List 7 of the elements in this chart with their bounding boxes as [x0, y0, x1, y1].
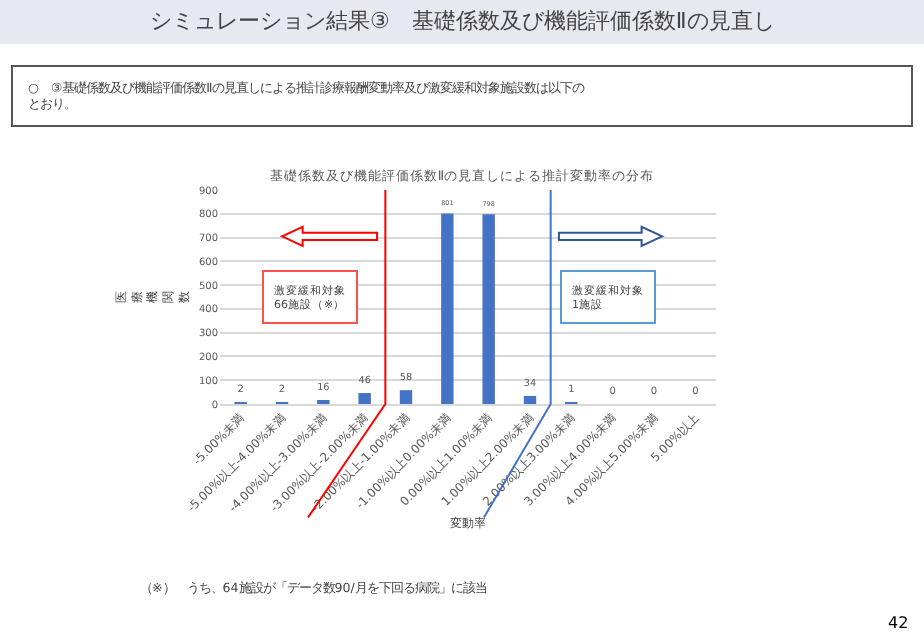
text: 42	[888, 614, 909, 632]
bar	[441, 213, 454, 404]
bar	[399, 390, 413, 404]
bar	[358, 393, 371, 404]
bar	[482, 214, 495, 404]
bar	[523, 395, 537, 404]
text: シミュレーション結果③ 基礎係数及び機能評価係数Ⅱの見直し	[150, 8, 775, 34]
